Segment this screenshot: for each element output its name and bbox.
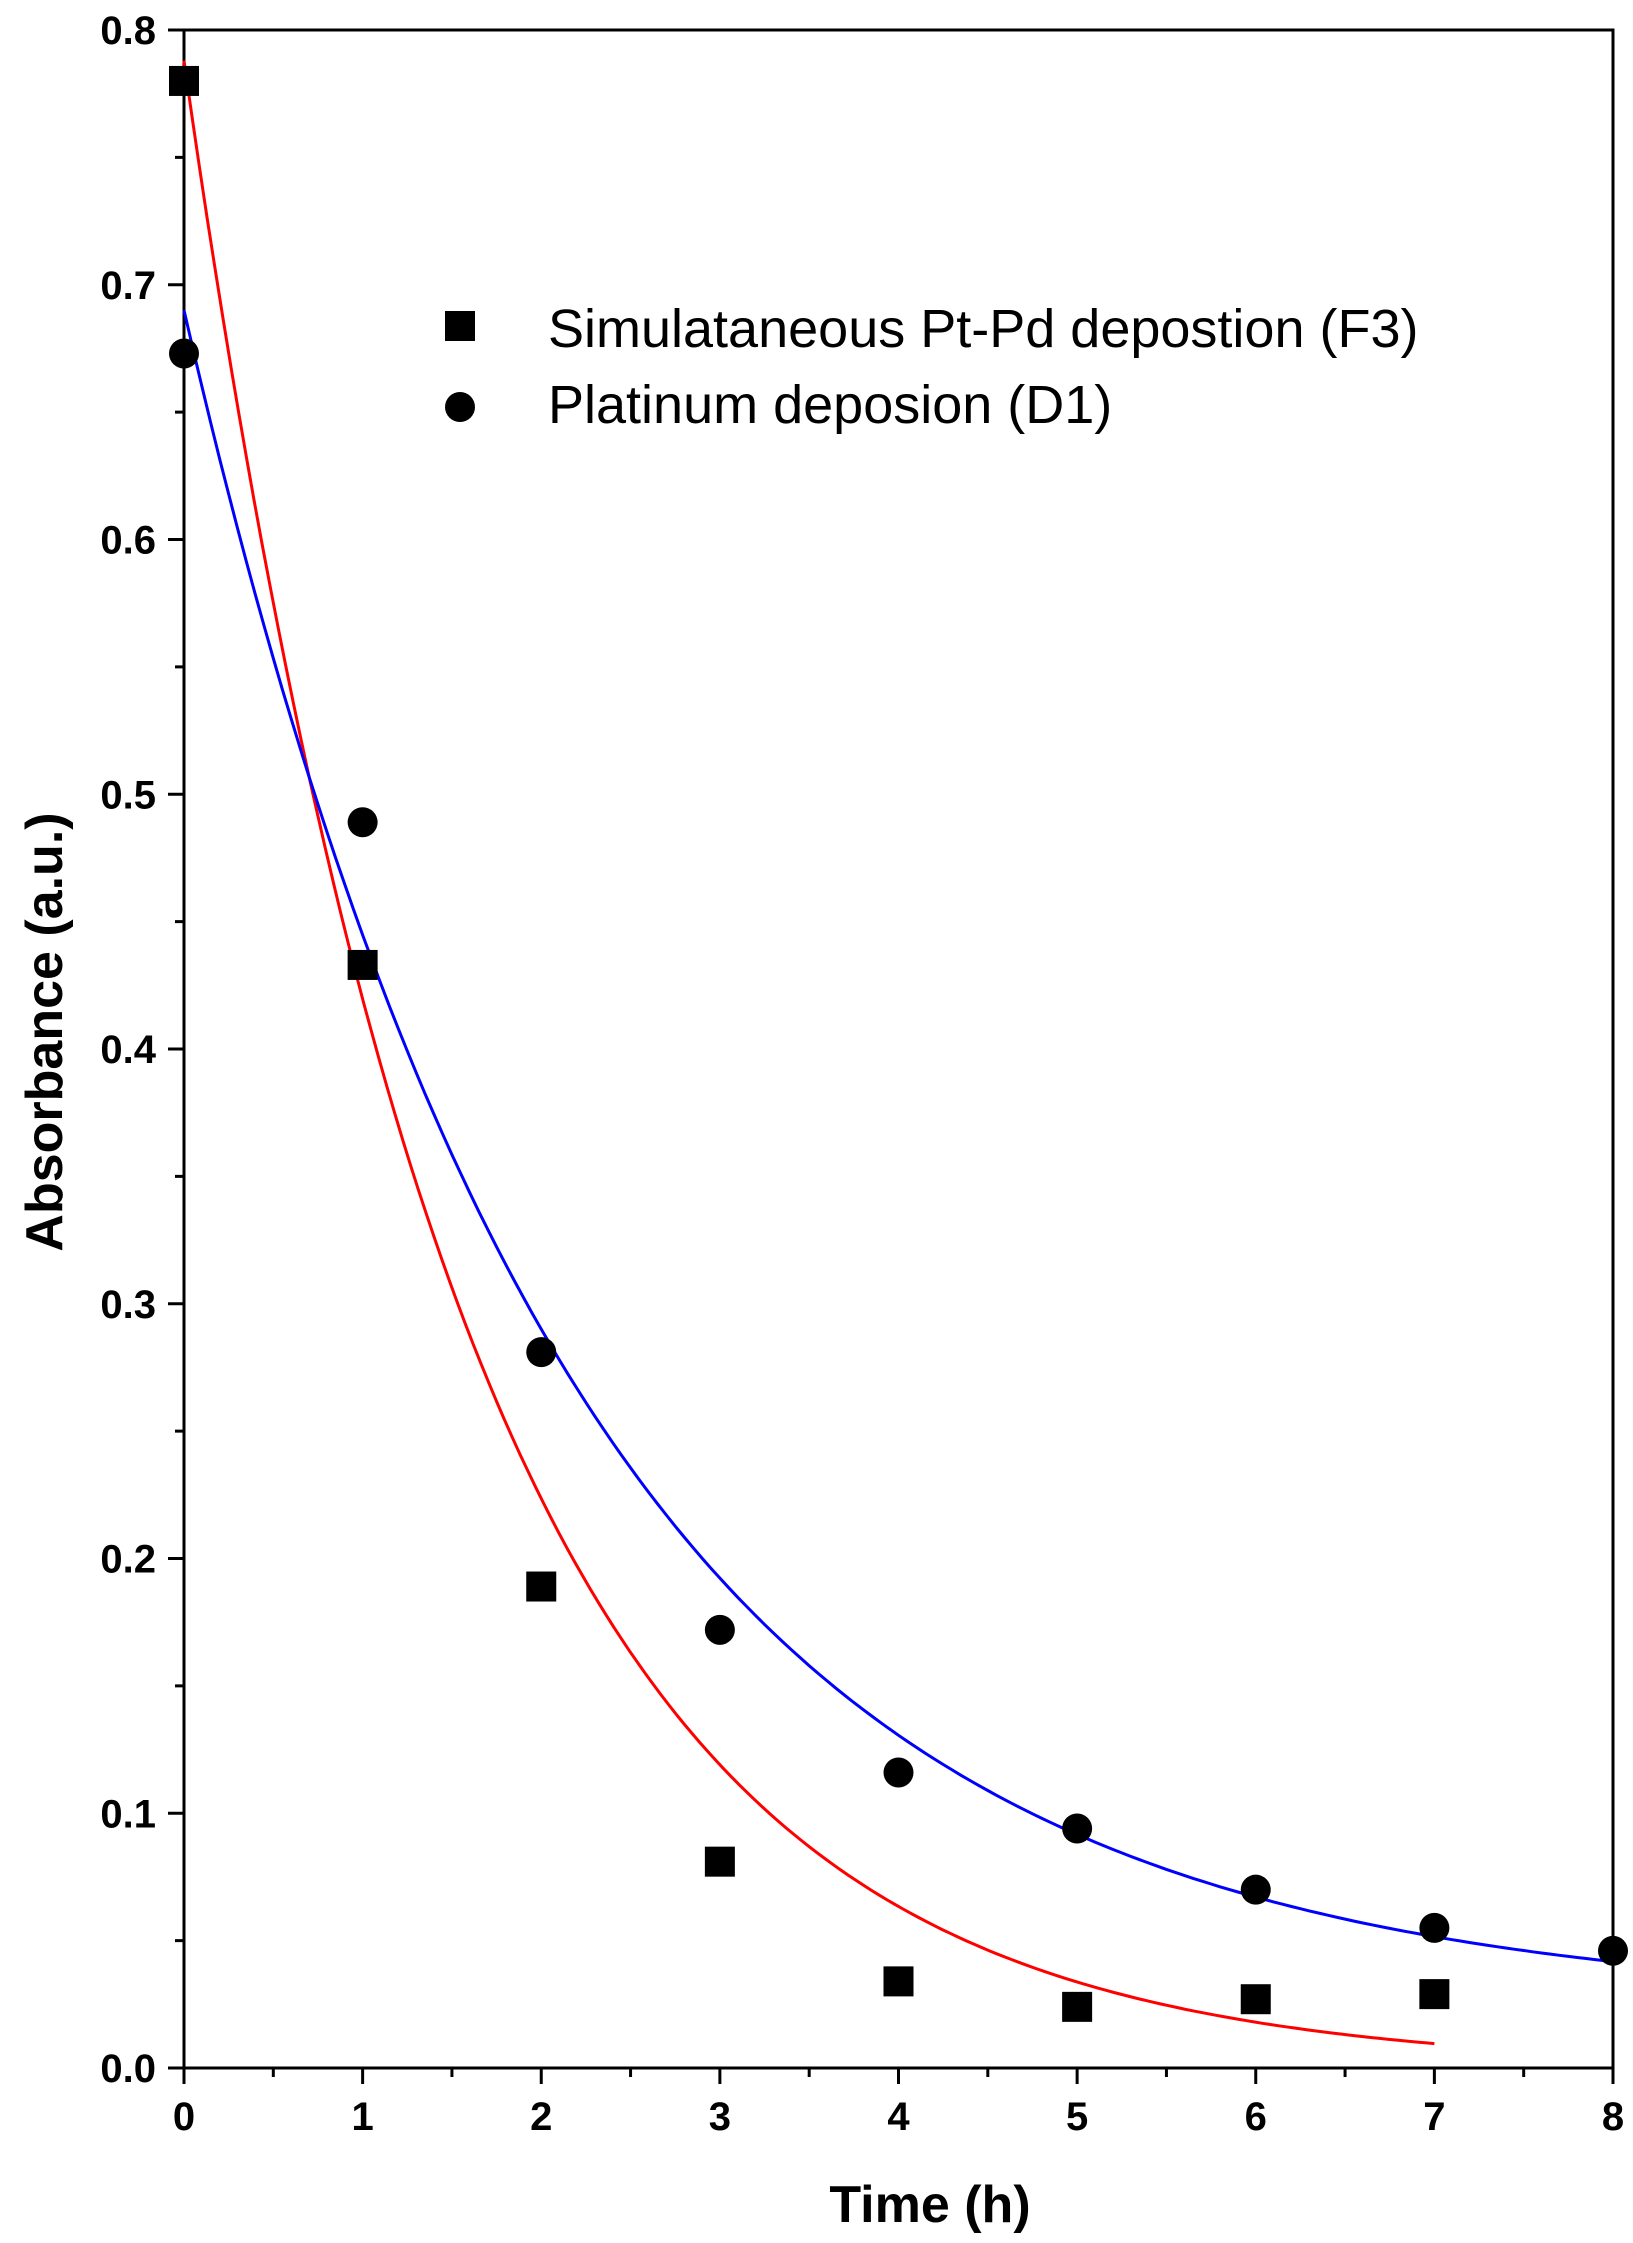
- tick-labels: 0 1 2 3 4 5 6 7 8 0.0 0.1 0.2 0.3 0.4 0.5 0.6 0.7 0.8: [100, 9, 1624, 2139]
- y-tick-label: 0.5: [100, 773, 156, 817]
- d1-data-point: [704, 1614, 735, 1645]
- fit-curves: [182, 60, 1614, 2046]
- f3-data-point: [1240, 1984, 1271, 2015]
- x-tick-label: 7: [1423, 2095, 1445, 2139]
- f3-data-point: [526, 1571, 557, 1602]
- d1-data-point: [1240, 1874, 1271, 1905]
- y-tick-label: 0.6: [100, 519, 156, 563]
- legend-label-f3: Simulataneous Pt-Pd depostion (F3): [548, 299, 1418, 359]
- d1-data-point: [526, 1337, 557, 1368]
- legend: Simulataneous Pt-Pd depostion (F3) Plati…: [445, 299, 1418, 435]
- d1-data-point: [883, 1757, 914, 1788]
- x-tick-label: 0: [173, 2095, 195, 2139]
- axes: [168, 28, 1615, 2084]
- y-tick-label: 0.0: [100, 2047, 156, 2091]
- d1-data-point: [1062, 1813, 1093, 1844]
- legend-circle-marker: [445, 392, 475, 422]
- y-tick-label: 0.7: [100, 264, 156, 308]
- legend-square-marker: [445, 311, 475, 341]
- y-tick-label: 0.1: [100, 1792, 156, 1836]
- f3-data-point: [883, 1966, 914, 1997]
- d1-data-point: [1598, 1935, 1628, 1966]
- f3-data-point: [1062, 1991, 1093, 2022]
- d1-data-point: [347, 807, 378, 838]
- f3-data-point: [1419, 1979, 1450, 2010]
- fit-curve-f3: [182, 60, 1435, 2046]
- d1-data-point: [1419, 1912, 1450, 1943]
- f3-data-point: [347, 949, 378, 980]
- y-tick-label: 0.2: [100, 1538, 156, 1582]
- x-tick-label: 3: [709, 2095, 731, 2139]
- x-tick-label: 4: [887, 2095, 910, 2139]
- fit-curve-d1: [182, 309, 1614, 1964]
- x-axis-title: Time (h): [829, 2176, 1030, 2234]
- x-tick-label: 6: [1245, 2095, 1267, 2139]
- x-tick-label: 5: [1066, 2095, 1088, 2139]
- d1-data-point: [169, 338, 199, 369]
- f3-data-point: [169, 65, 199, 96]
- x-tick-label: 1: [352, 2095, 374, 2139]
- y-tick-label: 0.4: [100, 1028, 156, 1072]
- y-tick-label: 0.3: [100, 1283, 156, 1327]
- y-axis-title: Absorbance (a.u.): [16, 812, 74, 1251]
- x-tick-label: 2: [530, 2095, 552, 2139]
- x-tick-label: 8: [1602, 2095, 1624, 2139]
- data-points: [169, 65, 1628, 2022]
- legend-label-d1: Platinum deposion (D1): [548, 375, 1112, 435]
- f3-data-point: [704, 1846, 735, 1877]
- y-tick-label: 0.8: [100, 9, 156, 53]
